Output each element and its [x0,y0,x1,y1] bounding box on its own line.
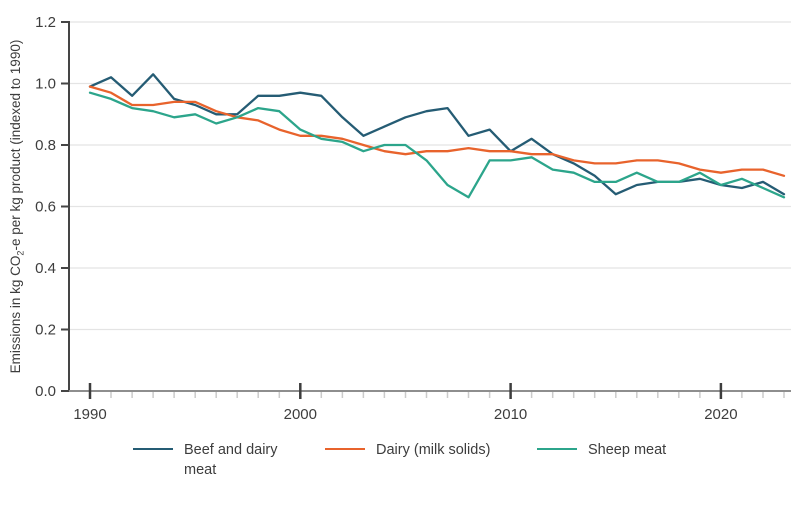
y-tick-label: 0.2 [35,322,56,339]
legend-swatch-line [325,448,365,450]
legend-item-dairy-milk-solids-: Dairy (milk solids) [325,440,490,460]
legend-label: Dairy (milk solids) [376,442,491,458]
series-line-beef-and-dairy-meat [88,73,786,196]
y-axis-title-sub: 2 [15,250,26,256]
chart-legend: Beef and dairy meat Dairy (milk solids) Sh… [0,440,795,500]
y-tick-label: 0.6 [35,199,56,216]
series-line-dairy-milk-solids- [88,85,786,177]
legend-item-sheep-meat: Sheep meat [537,440,666,460]
legend-swatch-line [133,448,173,450]
legend-label: Sheep meat [588,442,667,458]
x-tick-label: 2000 [284,406,317,423]
y-axis-title-post: -e per kg product (indexed to 1990) [8,39,23,251]
legend-item-beef-and-dairy-meat: Beef and dairy meat [133,440,296,480]
x-tick-label: 2020 [704,406,737,423]
x-tick-label: 2010 [494,406,527,423]
y-tick-label: 0.4 [35,260,56,277]
y-tick-label: 0.8 [35,137,56,154]
y-tick-label: 1.2 [35,14,56,31]
x-tick-label: 1990 [73,406,106,423]
legend-swatch-line [537,448,577,450]
y-axis-title-pre: Emissions in kg CO [8,255,23,374]
y-axis-title: Emissions in kg CO2-e per kg product (in… [8,22,26,391]
legend-label: Beef and dairy meat [184,442,278,478]
series-line-sheep-meat [88,91,786,199]
chart-svg: 0.0 0.2 0.4 0.6 0.8 1.0 1.2 1990 2000 2010 2020 [35,14,791,423]
chart-area: 0.0 0.2 0.4 0.6 0.8 1.0 1.2 1990 2000 2010 2020 Em… [8,14,791,423]
y-tick-label: 1.0 [35,76,56,93]
y-tick-label: 0.0 [35,383,56,400]
